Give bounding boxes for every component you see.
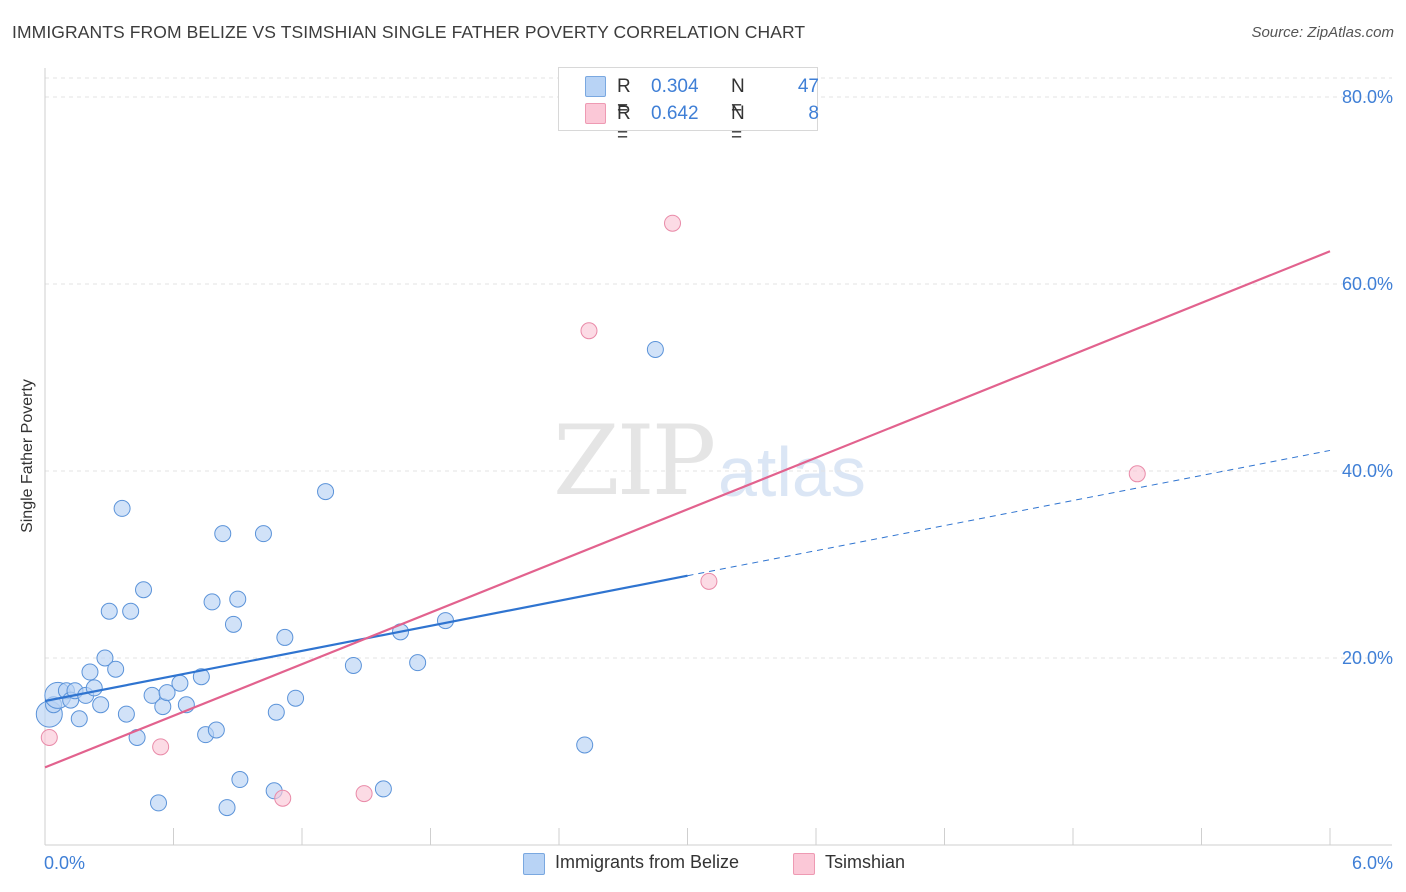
belize-point xyxy=(203,593,221,611)
bottom-legend-label-tsimshian: Tsimshian xyxy=(825,852,906,872)
belize-point xyxy=(287,689,305,707)
watermark-atlas: atlas xyxy=(718,433,866,511)
belize-point xyxy=(576,736,594,754)
belize-point xyxy=(92,696,110,714)
tsimshian-point xyxy=(355,785,373,803)
legend-r-label: R = xyxy=(617,76,631,119)
legend-swatch-tsimshian xyxy=(585,103,606,124)
y-tick-label: 20.0% xyxy=(1342,648,1393,668)
bottom-legend-label-belize: Immigrants from Belize xyxy=(555,852,740,872)
belize-point xyxy=(113,499,131,517)
tsimshian-point xyxy=(152,738,170,756)
y-tick-label: 40.0% xyxy=(1342,461,1393,481)
belize-point xyxy=(70,710,88,728)
belize-point xyxy=(171,674,189,692)
source-label: Source: ZipAtlas.com xyxy=(1251,24,1394,41)
legend-r-value: 0.642 xyxy=(651,103,699,124)
belize-point xyxy=(158,684,176,702)
belize-point xyxy=(317,483,335,501)
belize-point xyxy=(229,590,247,608)
belize-point xyxy=(276,628,294,646)
tsimshian-point xyxy=(1128,465,1146,483)
legend: R = 0.304 N = 47 R = 0.642 N = 8 xyxy=(558,67,819,146)
belize-point xyxy=(192,668,210,686)
belize-point xyxy=(267,703,285,721)
tsimshian-point xyxy=(40,728,58,746)
belize-point xyxy=(218,799,236,817)
belize-point xyxy=(117,705,135,723)
belize-point xyxy=(436,612,454,630)
tsimshian-point xyxy=(664,214,682,232)
belize-point xyxy=(81,663,99,681)
tsimshian-point xyxy=(580,322,598,340)
y-tick-label: 60.0% xyxy=(1342,274,1393,294)
y-tick-label: 80.0% xyxy=(1342,87,1393,107)
belize-trend-extension xyxy=(687,449,1331,577)
belize-point xyxy=(374,780,392,798)
legend-n-label: N = xyxy=(731,76,745,119)
legend-n-label: N = xyxy=(731,103,745,146)
legend-n-value: 47 xyxy=(797,76,819,97)
belize-point xyxy=(207,721,225,739)
legend-n-value: 8 xyxy=(808,103,819,124)
belize-point xyxy=(409,654,427,672)
belize-point xyxy=(135,581,153,599)
belize-point xyxy=(96,649,114,667)
belize-point xyxy=(107,660,125,678)
belize-point xyxy=(122,602,140,620)
bottom-legend-swatch-tsimshian xyxy=(793,853,815,875)
x-tick-label: 6.0% xyxy=(1352,853,1393,873)
belize-point xyxy=(254,525,272,543)
x-tick-label: 0.0% xyxy=(44,853,85,873)
watermark-zip: ZIP xyxy=(553,405,716,517)
bottom-legend-swatch-belize xyxy=(523,853,545,875)
legend-r-label: R = xyxy=(617,103,631,146)
belize-point xyxy=(646,340,664,358)
belize-point xyxy=(100,602,118,620)
tsimshian-point xyxy=(700,572,718,590)
chart-title: IMMIGRANTS FROM BELIZE VS TSIMSHIAN SING… xyxy=(12,22,806,42)
tsimshian-point xyxy=(274,789,292,807)
belize-point xyxy=(231,771,249,789)
belize-point xyxy=(344,656,362,674)
tsimshian-trend-line xyxy=(44,250,1331,769)
belize-point xyxy=(154,698,172,716)
legend-swatch-belize xyxy=(585,76,606,97)
belize-point xyxy=(214,525,232,543)
belize-point xyxy=(224,615,242,633)
legend-r-value: 0.304 xyxy=(651,76,699,97)
belize-point xyxy=(150,794,168,812)
